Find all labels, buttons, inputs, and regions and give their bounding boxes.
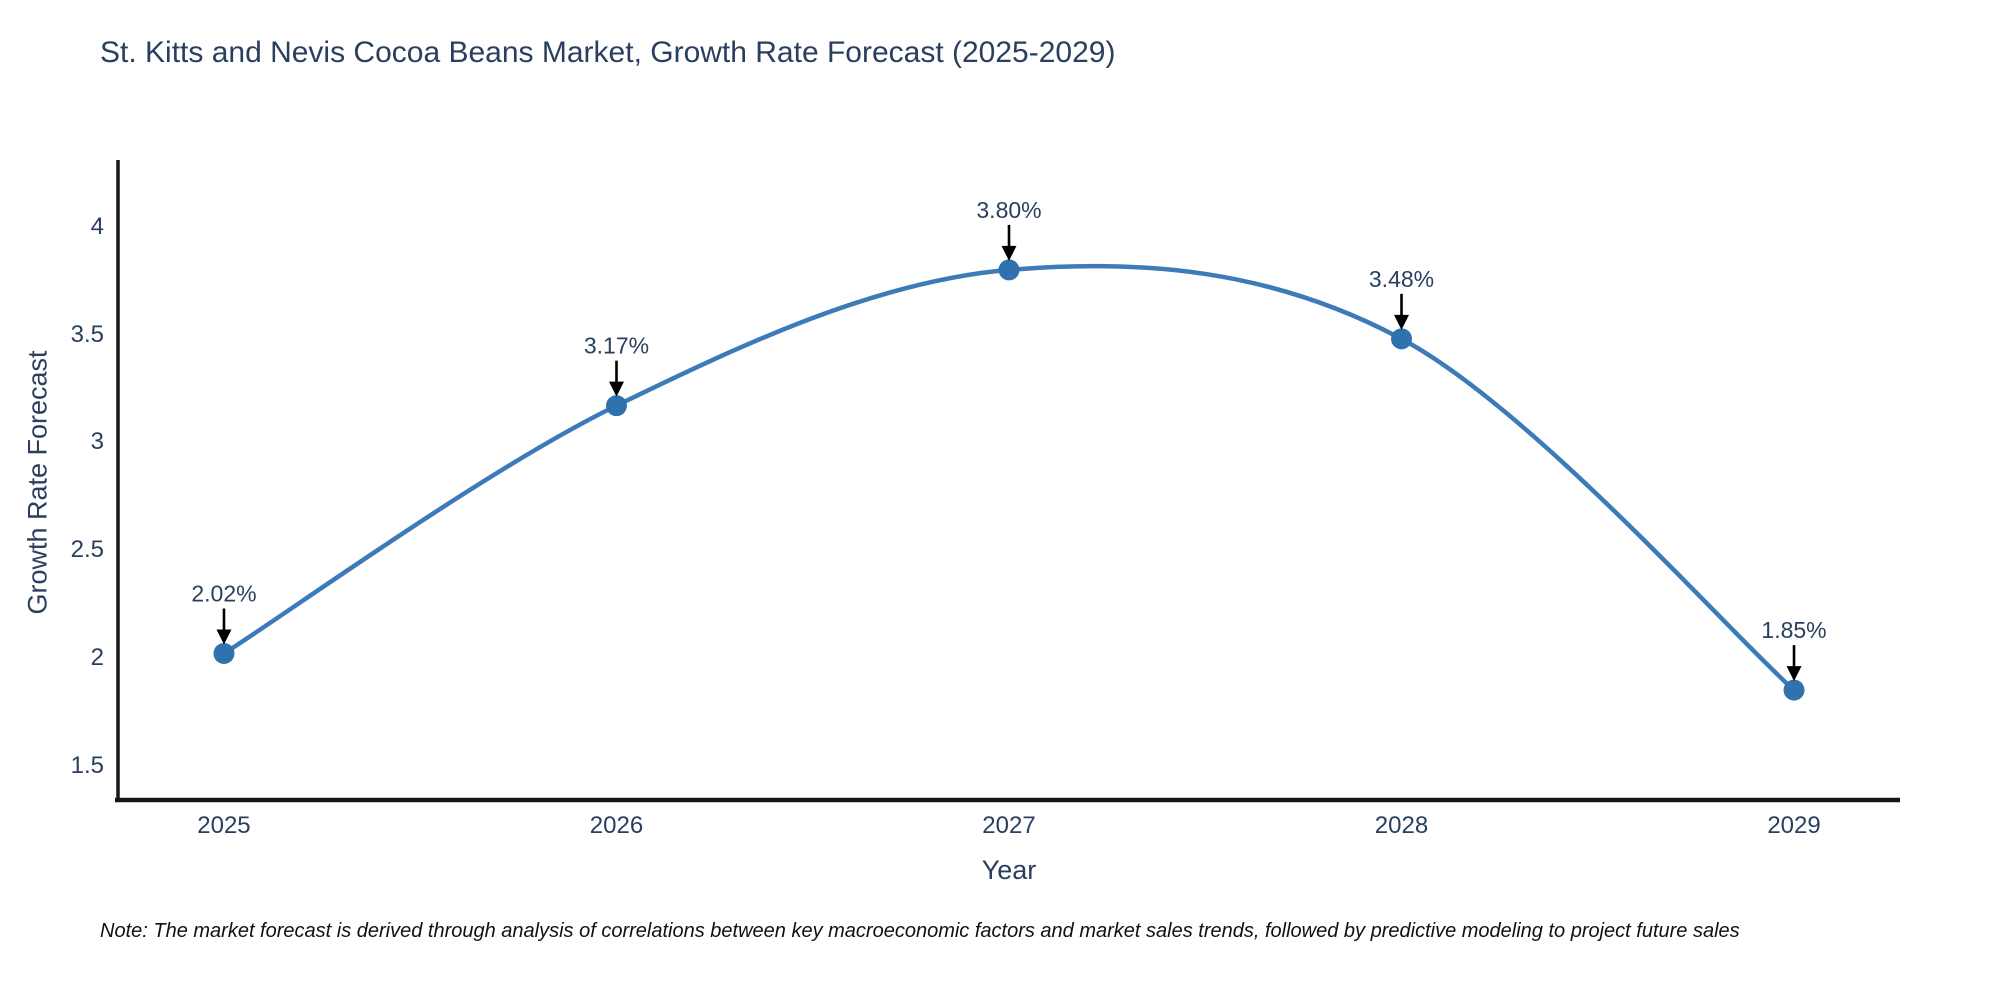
- annotation-arrowhead: [608, 381, 624, 397]
- point-annotation-label: 3.48%: [1369, 266, 1434, 292]
- y-tick-label: 3.5: [70, 320, 104, 348]
- annotation-arrowhead: [1394, 314, 1410, 330]
- footnote: Note: The market forecast is derived thr…: [100, 920, 1740, 942]
- y-tick-label: 3: [90, 428, 104, 456]
- x-tick-label: 2025: [197, 812, 251, 839]
- annotation-arrowhead: [1001, 245, 1017, 261]
- y-tick-label: 2: [90, 643, 104, 671]
- x-tick-label: 2029: [1767, 812, 1821, 839]
- x-tick-label: 2026: [589, 812, 644, 839]
- data-point: [605, 395, 627, 417]
- chart-title: St. Kitts and Nevis Cocoa Beans Market, …: [100, 36, 1116, 69]
- x-axis-title: Year: [981, 855, 1037, 885]
- x-tick-label: 2027: [982, 812, 1036, 839]
- x-tick-label: 2028: [1374, 812, 1429, 839]
- data-point: [213, 642, 235, 664]
- annotation-arrowhead: [1786, 666, 1802, 682]
- y-tick-label: 4: [90, 212, 104, 240]
- y-axis-title: Growth Rate Forecast: [22, 350, 53, 615]
- annotation-arrowhead: [216, 629, 232, 645]
- data-point: [998, 259, 1020, 281]
- y-tick-label: 2.5: [70, 536, 104, 564]
- point-annotation-label: 1.85%: [1761, 617, 1826, 643]
- data-point: [1783, 679, 1805, 701]
- line-series: [221, 263, 1797, 693]
- data-point: [1391, 328, 1413, 350]
- point-annotation-label: 2.02%: [191, 580, 256, 606]
- y-tick-label: 1.5: [70, 751, 104, 779]
- point-annotation-label: 3.80%: [976, 197, 1041, 223]
- point-annotation-label: 3.17%: [584, 333, 649, 359]
